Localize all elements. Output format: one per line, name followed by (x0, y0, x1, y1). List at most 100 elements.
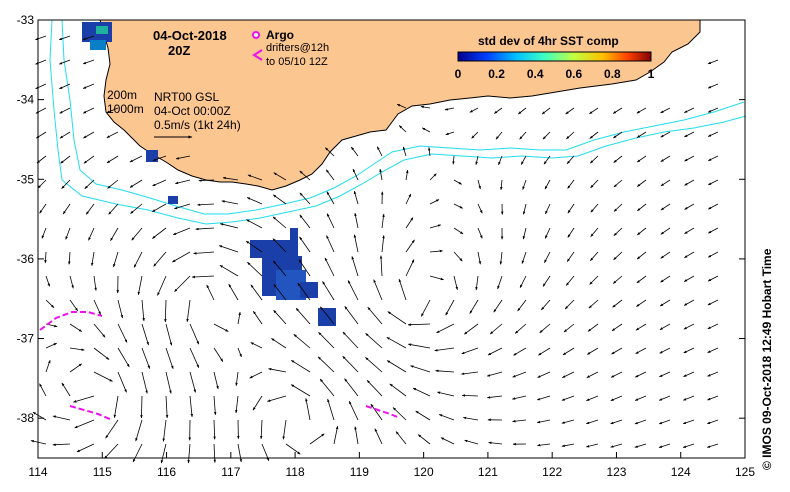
velocity-arrow-icon (707, 107, 719, 113)
velocity-arrow-icon (374, 428, 383, 445)
velocity-arrow-icon (684, 227, 695, 235)
velocity-arrow-icon (684, 251, 695, 259)
velocity-arrow-icon (590, 227, 599, 237)
velocity-arrow-icon (133, 251, 143, 268)
velocity-arrow-icon (319, 378, 335, 397)
velocity-arrow-icon (59, 83, 71, 90)
velocity-arrow-icon (706, 443, 719, 448)
velocity-arrow-icon (500, 179, 503, 191)
velocity-arrow-icon (326, 213, 335, 229)
velocity-arrow-icon (561, 443, 575, 448)
velocity-arrow-icon (162, 419, 167, 442)
velocity-arrow-icon (519, 275, 527, 288)
velocity-arrow-icon (140, 395, 143, 419)
velocity-arrow-icon (69, 299, 79, 312)
velocity-arrow-icon (93, 371, 113, 382)
velocity-arrow-icon (88, 227, 95, 241)
velocity-arrow-icon (152, 179, 167, 187)
velocity-arrow-icon (660, 131, 671, 138)
velocity-arrow-icon (187, 443, 191, 464)
velocity-arrow-icon (157, 275, 167, 296)
velocity-arrow-icon (586, 395, 599, 401)
velocity-arrow-icon (635, 323, 647, 331)
velocity-arrow-icon (297, 282, 311, 301)
velocity-arrow-icon (540, 299, 551, 311)
velocity-arrow-icon (105, 419, 119, 439)
velocity-arrow-icon (268, 367, 287, 373)
velocity-arrow-icon (299, 214, 311, 229)
velocity-arrow-icon (189, 395, 194, 418)
velocity-arrow-icon (637, 227, 647, 236)
velocity-arrow-icon (682, 419, 695, 425)
velocity-arrow-icon (683, 347, 695, 354)
velocity-arrow-icon (708, 179, 719, 186)
velocity-arrow-icon (445, 299, 455, 316)
velocity-arrow-icon (82, 59, 95, 65)
velocity-arrow-icon (453, 203, 463, 209)
velocity-arrow-icon (381, 235, 385, 253)
velocity-arrow-icon (247, 174, 263, 181)
velocity-arrow-icon (518, 107, 527, 115)
drifters-label-2: to 05/10 12Z (266, 56, 328, 68)
x-tick-label: 116 (157, 465, 176, 479)
velocity-arrow-icon (318, 332, 335, 349)
contour-1000m (49, 19, 747, 225)
velocity-arrow-icon (398, 125, 407, 133)
plot-frame (37, 19, 746, 459)
velocity-arrow-icon (113, 395, 119, 419)
velocity-arrow-icon (213, 395, 217, 416)
velocity-arrow-icon (395, 431, 407, 445)
velocity-arrow-icon (379, 255, 383, 277)
velocity-arrow-icon (392, 407, 407, 421)
velocity-arrow-icon (398, 278, 407, 301)
sst-colorbar-title: std dev of 4hr SST comp (478, 34, 619, 48)
velocity-arrow-icon (493, 299, 503, 313)
velocity-arrow-icon (707, 299, 719, 306)
velocity-arrow-icon (634, 419, 647, 425)
velocity-arrow-icon (141, 347, 151, 369)
velocity-arrow-icon (585, 443, 599, 448)
velocity-product: NRT00 GSL (154, 90, 219, 104)
velocity-arrow-icon (396, 103, 407, 109)
velocity-arrow-icon (590, 179, 599, 189)
velocity-arrow-icon (453, 251, 463, 262)
velocity-arrow-icon (563, 323, 575, 333)
velocity-arrow-icon (471, 131, 479, 139)
velocity-arrow-icon (272, 238, 287, 253)
velocity-arrow-icon (585, 419, 599, 425)
velocity-arrow-icon (567, 179, 575, 189)
velocity-arrow-icon (637, 179, 647, 187)
velocity-arrow-icon (636, 155, 647, 163)
velocity-arrow-icon (222, 176, 239, 181)
velocity-arrow-icon (189, 347, 200, 368)
velocity-arrow-icon (387, 311, 407, 325)
contour-label-200m: 200m (107, 88, 137, 102)
velocity-arrows (30, 35, 719, 464)
velocity-arrow-icon (461, 394, 479, 397)
velocity-arrow-icon (366, 380, 383, 397)
velocity-arrow-icon (589, 107, 599, 115)
velocity-arrow-icon (489, 323, 503, 335)
velocity-arrow-icon (453, 227, 464, 235)
velocity-arrow-icon (635, 347, 647, 355)
velocity-scale: 0.5m/s (1kt 24h) (154, 118, 241, 132)
velocity-arrow-icon (429, 249, 443, 253)
velocity-arrow-icon (511, 395, 527, 400)
drifter-marker-icon (252, 49, 263, 61)
velocity-arrow-icon (611, 323, 623, 332)
argo-marker-icon (252, 31, 260, 39)
velocity-arrow-icon (684, 203, 695, 210)
velocity-arrow-icon (708, 155, 719, 162)
velocity-arrow-icon (44, 251, 47, 264)
velocity-arrow-icon (708, 227, 719, 234)
velocity-arrow-icon (453, 275, 458, 291)
velocity-arrow-icon (324, 257, 335, 277)
velocity-arrow-icon (522, 203, 527, 215)
velocity-arrow-icon (252, 310, 263, 325)
velocity-arrow-icon (498, 155, 503, 166)
velocity-arrow-icon (707, 371, 719, 377)
velocity-arrow-icon (82, 83, 95, 89)
velocity-arrow-icon (59, 107, 71, 114)
velocity-arrow-icon (189, 323, 200, 345)
velocity-arrow-icon (106, 107, 119, 114)
